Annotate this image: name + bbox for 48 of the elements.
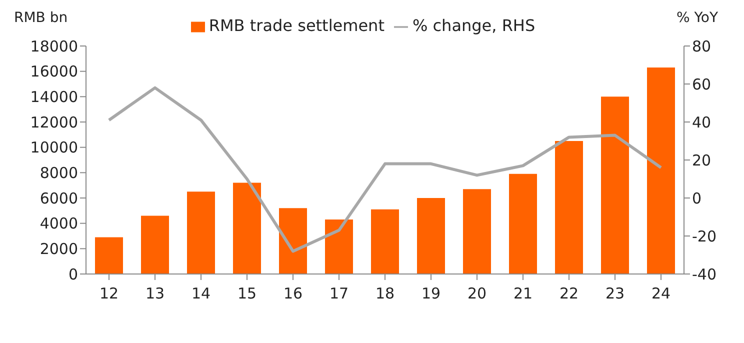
x-tick-label: 13 bbox=[145, 284, 165, 303]
bar bbox=[509, 174, 537, 274]
y-tick-label: 12000 bbox=[30, 113, 78, 132]
x-tick-label: 23 bbox=[605, 284, 625, 303]
legend-label: RMB trade settlement bbox=[208, 16, 384, 35]
bar bbox=[233, 182, 261, 274]
x-tick-label: 12 bbox=[99, 284, 119, 303]
bar bbox=[371, 209, 399, 274]
line-series bbox=[108, 86, 662, 253]
y-tick-label: 0 bbox=[68, 265, 78, 284]
y2-tick-label: -20 bbox=[692, 227, 716, 246]
bar bbox=[187, 192, 215, 274]
x-tick-label: 18 bbox=[375, 284, 395, 303]
y-tick-label: 6000 bbox=[40, 189, 78, 208]
y-tick-label: 10000 bbox=[30, 138, 78, 157]
y-tick-label: 8000 bbox=[40, 164, 78, 182]
x-tick-label: 20 bbox=[467, 284, 487, 303]
bar bbox=[141, 216, 169, 274]
y2-axis-title: % YoY bbox=[676, 10, 718, 26]
x-tick-label: 19 bbox=[421, 284, 441, 303]
x-tick-label: 17 bbox=[329, 284, 349, 303]
bar bbox=[325, 220, 353, 274]
x-tick-label: 15 bbox=[237, 284, 257, 303]
bar bbox=[601, 96, 629, 274]
x-tick-label: 24 bbox=[651, 284, 671, 303]
bar bbox=[555, 141, 583, 274]
y-tick-label: 16000 bbox=[30, 62, 78, 81]
y2-tick-label: -40 bbox=[692, 265, 716, 284]
y-tick-label: 14000 bbox=[30, 88, 78, 106]
legend-label: % change, RHS bbox=[412, 16, 536, 35]
x-tick-label: 14 bbox=[191, 284, 211, 303]
y-tick-label: 4000 bbox=[40, 214, 78, 233]
y-tick-label: 2000 bbox=[40, 240, 78, 258]
bar bbox=[647, 68, 675, 274]
y2-tick-label: 60 bbox=[692, 75, 712, 94]
y2-tick-label: 80 bbox=[692, 37, 712, 56]
y2-tick-label: 20 bbox=[692, 151, 712, 170]
bar bbox=[463, 189, 491, 274]
y2-tick-label: 0 bbox=[692, 189, 702, 208]
bar bbox=[417, 198, 445, 274]
bar bbox=[95, 237, 123, 274]
y2-tick-label: 40 bbox=[692, 113, 712, 132]
x-tick-label: 21 bbox=[513, 284, 533, 303]
y-axis-title: RMB bn bbox=[14, 10, 68, 26]
x-tick-label: 22 bbox=[559, 284, 579, 303]
x-tick-label: 16 bbox=[283, 284, 303, 303]
bar bbox=[279, 208, 307, 274]
y-tick-label: 18000 bbox=[30, 37, 78, 56]
